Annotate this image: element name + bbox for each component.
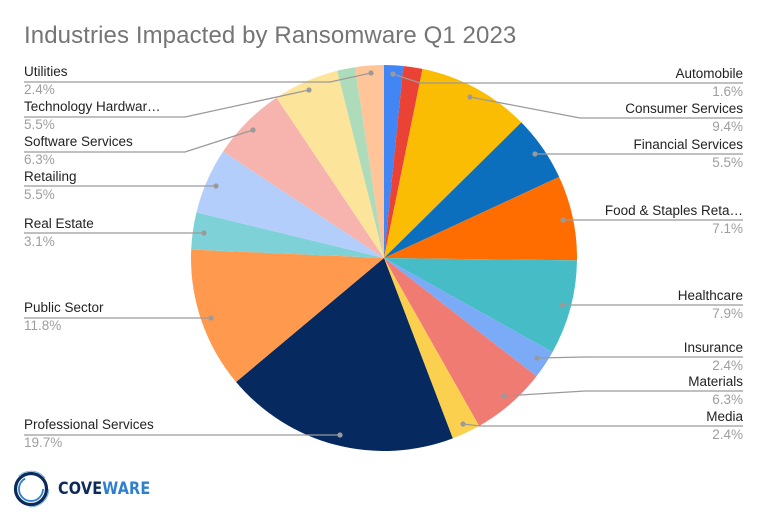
slice-label: Healthcare 7.9% (678, 288, 743, 321)
logo-part-ware: WARE (102, 479, 151, 499)
slice-label-percent: 19.7% (24, 435, 63, 450)
slice-label: Public Sector 11.8% (24, 300, 104, 333)
slice-label: Technology Hardwar… 5.5% (24, 99, 161, 132)
pie-slice-retailing (196, 151, 384, 258)
pie-slice-unlabeled (337, 67, 384, 258)
leader-line (24, 129, 254, 153)
slice-label-name: Financial Services (633, 137, 743, 152)
slice-label-name: Retailing (24, 169, 77, 184)
slice-label-name: Public Sector (24, 300, 104, 315)
leader-dot (337, 432, 343, 438)
leader-line (469, 96, 743, 119)
slice-label-percent: 1.6% (712, 84, 743, 99)
slice-label: Insurance 2.4% (684, 340, 743, 373)
slice-label: Automobile 1.6% (675, 66, 743, 99)
leader-line (536, 356, 743, 359)
slice-label: Financial Services 5.5% (633, 137, 743, 170)
slice-label: Real Estate 3.1% (24, 216, 94, 249)
slice-label: Professional Services 19.7% (24, 417, 154, 450)
slice-label-percent: 3.1% (24, 234, 55, 249)
leader-lines (24, 70, 743, 438)
leader-dot (213, 183, 219, 189)
slice-label-name: Insurance (683, 340, 743, 355)
leader-dot (208, 315, 214, 321)
leader-line (503, 390, 743, 397)
coveware-ring-icon (12, 470, 50, 508)
pie-slice-healthcare (384, 258, 577, 353)
leader-dot (559, 302, 565, 308)
slice-label: Food & Staples Reta… 7.1% (605, 203, 743, 236)
slice-label-percent: 2.4% (712, 427, 743, 442)
slice-label-percent: 5.5% (24, 117, 55, 132)
slice-label: Consumer Services 9.4% (625, 101, 743, 134)
slice-label-percent: 9.4% (712, 119, 743, 134)
logo-part-cove: COVE (58, 479, 103, 499)
pie-slice-insurance (384, 258, 553, 377)
slice-label-name: Real Estate (24, 216, 94, 231)
slice-label-name: Technology Hardwar… (24, 99, 161, 114)
slice-label: Retailing 5.5% (24, 169, 77, 202)
pie-slice-consumer-services (384, 68, 522, 258)
pie-slice-materials (384, 258, 537, 426)
logo-wordmark: COVEWARE (58, 479, 150, 499)
pie-slice-professional-services (236, 258, 453, 452)
leader-dot (460, 421, 466, 427)
pie-slice-unlabeled (384, 65, 423, 258)
leader-dot (560, 217, 566, 223)
slice-label-percent: 2.4% (712, 358, 743, 373)
slice-label-percent: 7.9% (712, 306, 743, 321)
pie-slice-automobile (384, 64, 404, 258)
slice-label: Media 2.4% (706, 409, 743, 442)
pie-slice-software-services (223, 97, 384, 258)
slice-label-name: Professional Services (24, 417, 154, 432)
slice-label-name: Materials (688, 374, 743, 389)
slice-label-name: Consumer Services (625, 101, 743, 116)
pie-slice-media (384, 258, 480, 439)
leader-dot (501, 393, 507, 399)
slice-label-name: Utilities (24, 64, 68, 79)
slice-label-percent: 7.1% (712, 221, 743, 236)
slice-label-percent: 6.3% (24, 152, 55, 167)
leader-line (24, 89, 310, 118)
slice-label-name: Healthcare (677, 288, 743, 303)
slice-label: Utilities 2.4% (24, 64, 68, 97)
pie-slices (191, 64, 577, 452)
slice-label: Software Services 6.3% (24, 134, 133, 167)
pie-slice-public-sector (191, 249, 384, 382)
slice-label-name: Media (706, 409, 743, 424)
leader-line (24, 72, 372, 83)
coveware-logo: COVEWARE (12, 470, 167, 508)
pie-slice-financial-services (384, 122, 560, 258)
slice-label-name: Automobile (675, 66, 743, 81)
leader-dot (306, 87, 312, 93)
pie-slice-food-staples-reta (384, 176, 577, 261)
leader-dot (534, 355, 540, 361)
pie-slice-technology-hardwar (276, 70, 384, 259)
slice-label-percent: 5.5% (24, 187, 55, 202)
leader-line (462, 423, 743, 427)
leader-dot (250, 127, 256, 133)
slice-label-name: Software Services (24, 134, 133, 149)
slice-label-percent: 11.8% (24, 318, 62, 333)
slice-label: Materials 6.3% (688, 374, 743, 407)
chart-title: Industries Impacted by Ransomware Q1 202… (24, 22, 517, 49)
slice-label-percent: 6.3% (712, 392, 743, 407)
leader-dot (368, 70, 374, 76)
slice-label-percent: 2.4% (24, 82, 55, 97)
leader-dot (201, 230, 207, 236)
slice-label-name: Food & Staples Reta… (604, 203, 743, 218)
leader-dot (532, 151, 538, 157)
leader-line (392, 73, 743, 84)
slice-label-percent: 5.5% (712, 155, 743, 170)
pie-slice-utilities (355, 65, 384, 258)
leader-dot (390, 71, 396, 77)
pie-slice-real-estate (191, 212, 384, 258)
leader-dot (467, 94, 473, 100)
